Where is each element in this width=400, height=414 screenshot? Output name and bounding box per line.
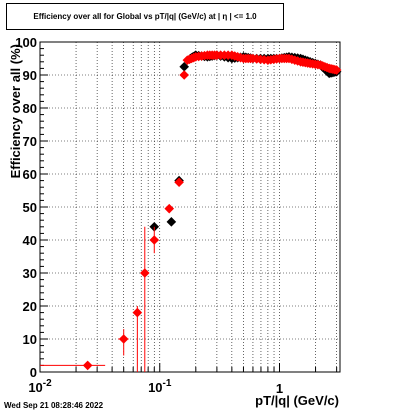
data-point xyxy=(259,54,269,65)
data-marks xyxy=(40,50,342,372)
data-point xyxy=(271,54,282,64)
grid xyxy=(40,42,340,372)
x-tick-label: 10-1 xyxy=(148,378,172,395)
y-tick-label: 30 xyxy=(23,266,37,281)
data-point xyxy=(235,52,246,63)
data-point xyxy=(132,307,143,318)
data-point xyxy=(281,53,292,64)
data-point xyxy=(302,58,313,68)
axis-ticks xyxy=(39,41,338,373)
y-tick-label: 40 xyxy=(23,233,37,248)
tick-labels: 0 10 20 30 40 50 60 70 80 90 100 10-2 10-1 1 xyxy=(15,35,283,396)
y-tick-label: 0 xyxy=(30,365,37,380)
data-point xyxy=(209,50,220,60)
y-tick-label: 10 xyxy=(23,332,37,347)
y-tick-label: 50 xyxy=(23,200,37,215)
y-tick-label: 70 xyxy=(23,134,37,149)
data-point xyxy=(118,334,129,344)
data-point xyxy=(164,203,175,214)
x-tick-label: 1 xyxy=(276,381,283,396)
data-point xyxy=(179,61,189,72)
data-point xyxy=(179,70,189,80)
data-point xyxy=(322,62,332,73)
chart-title: Efficiency over all for Global vs pT/|q|… xyxy=(6,3,284,30)
y-axis-label: Efficiency over all (%) xyxy=(8,44,23,178)
y-tick-label: 80 xyxy=(23,101,37,116)
data-point xyxy=(223,50,233,60)
data-point xyxy=(245,53,256,64)
x-axis-label: pT/|q| (GeV/c) xyxy=(255,393,339,408)
data-point xyxy=(82,360,93,371)
x-tick-label: 10-2 xyxy=(28,378,52,395)
y-tick-label: 100 xyxy=(15,35,37,50)
data-point xyxy=(139,268,150,278)
y-tick-label: 20 xyxy=(23,299,37,314)
y-tick-label: 60 xyxy=(23,167,37,182)
data-point xyxy=(199,50,210,61)
data-point xyxy=(149,235,160,245)
data-point xyxy=(329,64,340,75)
timestamp-footer: Wed Sep 21 08:28:46 2022 xyxy=(4,401,104,410)
y-tick-label: 90 xyxy=(23,68,37,83)
data-point xyxy=(166,217,177,227)
data-point xyxy=(174,177,184,188)
